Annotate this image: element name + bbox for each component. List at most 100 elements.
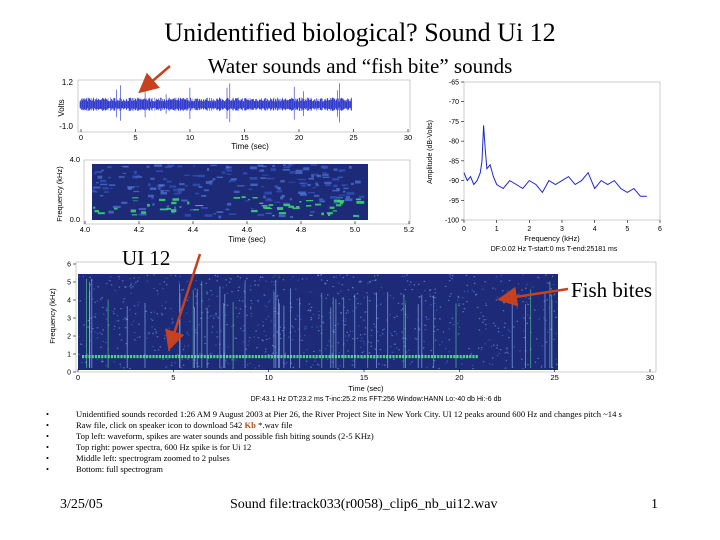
spectrogram-cell xyxy=(226,304,229,306)
spectrogram-cell xyxy=(283,288,285,291)
spectrogram-cell xyxy=(106,309,108,311)
spectrogram-cell xyxy=(276,355,278,357)
spectrogram-cell xyxy=(186,312,188,314)
waveform-xticks: 0 5 10 15 20 25 30 xyxy=(79,129,412,142)
spectrogram-cell xyxy=(221,366,223,368)
spectrogram-cell xyxy=(92,298,94,300)
spectrogram-cell xyxy=(325,173,329,175)
spectrogram-cell xyxy=(528,317,531,319)
spectrogram-cell xyxy=(92,186,101,189)
spectrogram-cell xyxy=(156,313,158,315)
spectrogram-cell xyxy=(500,280,502,282)
spectrogram-cell xyxy=(312,364,314,366)
spectrogram-cell xyxy=(228,281,231,283)
spectrogram-cell xyxy=(85,362,87,364)
speaker-link[interactable]: Kb xyxy=(244,420,256,430)
spectrogram-cell xyxy=(94,331,96,333)
spectrogram-cell xyxy=(382,333,384,335)
spectrogram-cell xyxy=(281,194,285,198)
spectrogram-cell xyxy=(336,196,343,199)
ui12-band-cell xyxy=(318,355,321,359)
spectrogram-cell xyxy=(189,209,197,211)
ui12-band-cell xyxy=(110,355,113,359)
spectrogram-cell xyxy=(132,175,139,179)
spectrogram-cell xyxy=(99,332,101,334)
spectrogram-cell xyxy=(181,359,183,361)
spectrogram-cell xyxy=(123,165,129,168)
spectrogram-cell xyxy=(160,192,167,195)
spectrogram-cell xyxy=(482,288,484,290)
spectrogram-cell xyxy=(353,214,359,217)
ui12-band-cell xyxy=(264,355,267,359)
spectrogram-cell xyxy=(334,324,336,327)
spectrogram-cell xyxy=(522,274,525,276)
spectrogram-cell xyxy=(292,276,294,278)
spectrogram-cell xyxy=(380,303,382,305)
spectrogram-cell xyxy=(429,295,432,297)
waveform-ylabel: Volts xyxy=(57,99,66,116)
spectrogram-cell xyxy=(445,347,447,350)
spectrogram-cell xyxy=(181,199,188,202)
spectrogram-cell xyxy=(320,279,323,281)
spectrogram-cell xyxy=(333,329,336,331)
spectrogram-cell xyxy=(274,324,276,326)
spectrogram-cell xyxy=(424,289,426,291)
power-spectrum-xtick-label: 1 xyxy=(495,226,499,233)
spectrogram-cell xyxy=(113,313,115,315)
spectrogram-cell xyxy=(228,213,237,215)
spectrogram-cell xyxy=(87,364,89,366)
spectrogram-cell xyxy=(245,348,248,350)
spectrogram-cell xyxy=(478,329,481,331)
spectrogram-cell xyxy=(496,355,499,357)
spectrogram-cell xyxy=(402,360,404,362)
spectrogram-cell xyxy=(269,354,272,356)
spectrogram-cell xyxy=(451,275,454,277)
waveform-x-tick-label: 5 xyxy=(133,133,137,142)
spectrogram-cell xyxy=(159,198,166,202)
spectrogram-cell xyxy=(87,320,90,322)
spectrogram-cell xyxy=(78,335,80,338)
spectrogram-cell xyxy=(282,279,284,281)
spectrogram-cell xyxy=(225,360,227,362)
spectrogram-cell xyxy=(389,295,392,297)
full-spectrogram-image xyxy=(78,274,558,370)
spectrogram-cell xyxy=(553,310,555,312)
spectrogram-cell xyxy=(279,337,282,339)
spectrogram-cell xyxy=(545,274,547,276)
spectrogram-cell xyxy=(538,318,540,320)
spectrogram-cell xyxy=(315,183,319,187)
spectrogram-cell xyxy=(353,295,355,298)
spectrogram-cell xyxy=(397,302,400,304)
spectrogram-cell xyxy=(283,166,291,169)
spectrogram-cell xyxy=(346,309,349,312)
spectrogram-cell xyxy=(313,194,320,197)
spectrogram-cell xyxy=(553,338,555,340)
spectrogram-cell xyxy=(117,320,120,322)
spectrogram-cell xyxy=(426,318,428,321)
ui12-band-cell xyxy=(258,355,261,359)
spectrogram-cell xyxy=(199,353,201,355)
ui12-band-cell xyxy=(286,355,289,359)
spectrogram-cell xyxy=(339,201,344,205)
spectrogram-cell xyxy=(296,206,300,208)
spectrogram-cell xyxy=(491,364,494,366)
spectrogram-cell xyxy=(211,294,213,296)
spectrogram-cell xyxy=(288,205,294,208)
callout-ui12: UI 12 xyxy=(122,246,171,270)
spectrogram-cell xyxy=(376,331,379,333)
spectrogram-cell xyxy=(292,327,294,329)
ui12-band-cell xyxy=(238,355,241,359)
spectrogram-cell xyxy=(484,343,486,345)
spectrogram-cell xyxy=(197,365,200,367)
ui12-band-cell xyxy=(270,355,273,359)
ui12-band-cell xyxy=(133,355,136,359)
spectrogram-cell xyxy=(301,278,304,280)
spectrogram-cell xyxy=(172,321,174,323)
spectrogram-cell xyxy=(452,324,455,326)
spectrogram-cell xyxy=(488,363,491,365)
spectrogram-cell xyxy=(344,324,346,326)
ui12-band-cell xyxy=(114,355,117,359)
spectrogram-cell xyxy=(259,202,264,204)
spectrogram-cell xyxy=(310,366,312,368)
spectrogram-cell xyxy=(109,280,111,282)
